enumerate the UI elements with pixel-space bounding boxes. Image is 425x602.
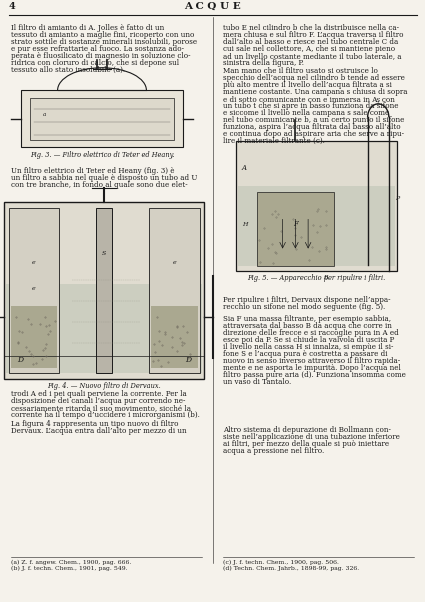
Text: un tubo t che si apre in basso funziona da sifone: un tubo t che si apre in basso funziona … bbox=[223, 102, 399, 110]
Text: Sia F una massa filtrante, per esempio sabbia,: Sia F una massa filtrante, per esempio s… bbox=[223, 315, 391, 323]
Text: 4: 4 bbox=[8, 2, 15, 11]
Text: tubo E nel cilindro b che la distribuisce nella ca-: tubo E nel cilindro b che la distribuisc… bbox=[223, 24, 399, 32]
Text: recchio un sifone nel modo seguente (fig. 5).: recchio un sifone nel modo seguente (fig… bbox=[223, 303, 385, 311]
Text: strato sottile di sostanze minerali insolubili, porose: strato sottile di sostanze minerali inso… bbox=[11, 38, 197, 46]
Text: con tre branche, in fondo al quale sono due elet-: con tre branche, in fondo al quale sono … bbox=[11, 181, 187, 189]
Text: (d) Techn. Chem. Jahrb., 1898-99, pag. 326.: (d) Techn. Chem. Jahrb., 1898-99, pag. 3… bbox=[223, 565, 360, 571]
Text: F: F bbox=[293, 220, 298, 228]
FancyBboxPatch shape bbox=[257, 192, 334, 266]
Text: lire il materiale filtrante (c).: lire il materiale filtrante (c). bbox=[223, 137, 325, 144]
Text: B: B bbox=[323, 275, 327, 280]
Text: direzione delle frecce e si raccoglie pura in A ed: direzione delle frecce e si raccoglie pu… bbox=[223, 329, 399, 337]
Text: Altro sistema di depurazione di Bollmann con-: Altro sistema di depurazione di Bollmann… bbox=[223, 426, 391, 434]
Text: Il filtro di amianto di A. Jolles è fatto di un: Il filtro di amianto di A. Jolles è fatt… bbox=[11, 24, 164, 32]
FancyBboxPatch shape bbox=[6, 285, 202, 373]
Text: Man mano che il filtro usato si ostruisce lo: Man mano che il filtro usato si ostruisc… bbox=[223, 67, 378, 75]
Text: (c) J. f. techn. Chem., 1900, pag. 506.: (c) J. f. techn. Chem., 1900, pag. 506. bbox=[223, 559, 339, 565]
Text: cui sale nel collettore, A, che si mantiene pieno: cui sale nel collettore, A, che si manti… bbox=[223, 45, 395, 53]
Text: acqua a pressione nel filtro.: acqua a pressione nel filtro. bbox=[223, 447, 324, 455]
Text: P: P bbox=[395, 196, 399, 200]
Text: mantiene costante. Una campana s chiusa di sopra: mantiene costante. Una campana s chiusa … bbox=[223, 88, 408, 96]
Text: un vaso di Tantalo.: un vaso di Tantalo. bbox=[223, 378, 292, 386]
Text: Un filtro elettrico di Teter ed Heany (fig. 3) è: Un filtro elettrico di Teter ed Heany (f… bbox=[11, 167, 174, 175]
Text: fone S e l’acqua pura è costretta a passare di: fone S e l’acqua pura è costretta a pass… bbox=[223, 350, 388, 358]
Text: (b) J. f. techn. Chem., 1901, pag. 549.: (b) J. f. techn. Chem., 1901, pag. 549. bbox=[11, 565, 127, 571]
Text: funziona, aspira l’acqua filtrata dal basso all’alto: funziona, aspira l’acqua filtrata dal ba… bbox=[223, 123, 401, 131]
Text: Dervaux. L’acqua entra dall’alto per mezzo di un: Dervaux. L’acqua entra dall’alto per mez… bbox=[11, 426, 186, 435]
Text: e: e bbox=[32, 260, 36, 265]
Text: ai filtri, per mezzo della quale si può iniettare: ai filtri, per mezzo della quale si può … bbox=[223, 440, 389, 448]
Text: ad un livello costante mediante il tubo laterale, a: ad un livello costante mediante il tubo … bbox=[223, 52, 402, 60]
Text: mera chiusa e sul filtro F. L’acqua traversa il filtro: mera chiusa e sul filtro F. L’acqua trav… bbox=[223, 31, 404, 39]
Text: nuovo in senso inverso attraverso il filtro rapida-: nuovo in senso inverso attraverso il fil… bbox=[223, 357, 400, 365]
Text: perata è fluosilicato di magnesio in soluzione clo-: perata è fluosilicato di magnesio in sol… bbox=[11, 52, 190, 60]
Text: D: D bbox=[185, 356, 191, 364]
Text: D: D bbox=[17, 356, 23, 364]
Text: più alto mentre il livello dell’acqua filtrata a si: più alto mentre il livello dell’acqua fi… bbox=[223, 81, 392, 89]
Text: Per ripulire i filtri, Dervaux dispone nell’appa-: Per ripulire i filtri, Dervaux dispone n… bbox=[223, 296, 391, 304]
Text: (a) Z. f. angew. Chem., 1900, pag. 666.: (a) Z. f. angew. Chem., 1900, pag. 666. bbox=[11, 559, 131, 565]
Text: esce poi da P. Se si chiude la valvola di uscita P: esce poi da P. Se si chiude la valvola d… bbox=[223, 336, 394, 344]
Text: filtro passa pure aria (d). Funziona insomma come: filtro passa pure aria (d). Funziona ins… bbox=[223, 371, 406, 379]
Text: attraversata dal basso B da acqua che corre in: attraversata dal basso B da acqua che co… bbox=[223, 323, 392, 330]
FancyBboxPatch shape bbox=[238, 186, 395, 266]
FancyBboxPatch shape bbox=[149, 208, 200, 373]
Text: e siccome il livello nella campana s sale come: e siccome il livello nella campana s sal… bbox=[223, 109, 389, 117]
Text: A C Q U E: A C Q U E bbox=[184, 2, 241, 11]
Text: e di sotto comunicante con e immersa in A, con: e di sotto comunicante con e immersa in … bbox=[223, 95, 395, 103]
FancyBboxPatch shape bbox=[11, 305, 57, 368]
Text: a: a bbox=[42, 112, 46, 117]
Text: nel tubo comunicante b, a un certo punto il sifone: nel tubo comunicante b, a un certo punto… bbox=[223, 116, 405, 124]
Text: corrente ha il tempo d’uccidere i microrganismi (b).: corrente ha il tempo d’uccidere i micror… bbox=[11, 411, 199, 419]
Text: La figura 4 rappresenta un tipo nuovo di filtro: La figura 4 rappresenta un tipo nuovo di… bbox=[11, 420, 178, 427]
Text: A: A bbox=[242, 164, 247, 172]
Text: cessariamente ritarda il suo movimento, sicché la: cessariamente ritarda il suo movimento, … bbox=[11, 404, 191, 412]
Text: e continua dopo ad aspirare aria che serve a ripu-: e continua dopo ad aspirare aria che ser… bbox=[223, 129, 404, 138]
Text: S: S bbox=[376, 98, 380, 104]
FancyBboxPatch shape bbox=[96, 208, 112, 373]
FancyBboxPatch shape bbox=[21, 90, 183, 147]
Text: siste nell’applicazione di una tubazione inferiore: siste nell’applicazione di una tubazione… bbox=[223, 433, 400, 441]
Text: tessuto allo stato insolubile (a).: tessuto allo stato insolubile (a). bbox=[11, 66, 125, 73]
Text: Fig. 3. — Filtro elettrico di Teter ed Heany.: Fig. 3. — Filtro elettrico di Teter ed H… bbox=[30, 151, 174, 159]
Text: e: e bbox=[32, 287, 36, 291]
Text: il livello nella cassa H si innalza, si empùe il si-: il livello nella cassa H si innalza, si … bbox=[223, 343, 394, 351]
Text: disposizione dei canali l’acqua pur correndo ne-: disposizione dei canali l’acqua pur corr… bbox=[11, 397, 185, 405]
Text: dall’alto al basso e riesce nel tubo centrale C da: dall’alto al basso e riesce nel tubo cen… bbox=[223, 38, 398, 46]
FancyBboxPatch shape bbox=[151, 305, 198, 368]
FancyBboxPatch shape bbox=[8, 208, 60, 373]
Text: Fig. 5. — Apparecchio per ripulire i filtri.: Fig. 5. — Apparecchio per ripulire i fil… bbox=[247, 274, 386, 282]
Text: Fig. 4. — Nuovo filtro di Dervaux.: Fig. 4. — Nuovo filtro di Dervaux. bbox=[47, 382, 161, 389]
Text: sinistra della figura, P.: sinistra della figura, P. bbox=[223, 58, 304, 67]
Text: ridrica con cloruro di calcio, che si depone sul: ridrica con cloruro di calcio, che si de… bbox=[11, 58, 179, 67]
Text: S: S bbox=[102, 251, 106, 256]
Text: e: e bbox=[173, 260, 176, 265]
Text: specchio dell’acqua nel cilindro b tende ad essere: specchio dell’acqua nel cilindro b tende… bbox=[223, 74, 405, 82]
Text: un filtro a sabbia nel quale è disposto un tubo ad U: un filtro a sabbia nel quale è disposto … bbox=[11, 175, 197, 182]
Text: H: H bbox=[242, 222, 247, 226]
FancyBboxPatch shape bbox=[236, 141, 397, 271]
Text: trodi A ed i pei quali perviene la corrente. Per la: trodi A ed i pei quali perviene la corre… bbox=[11, 390, 187, 398]
FancyBboxPatch shape bbox=[4, 202, 204, 379]
Text: e pur esse refrattarie al fuoco. La sostanza ado-: e pur esse refrattarie al fuoco. La sost… bbox=[11, 45, 184, 53]
Text: mente e ne asporta le impurità. Dopo l’acqua nel: mente e ne asporta le impurità. Dopo l’a… bbox=[223, 364, 401, 372]
Text: tessuto di amianto a maglie fini, ricoperto con uno: tessuto di amianto a maglie fini, ricope… bbox=[11, 31, 194, 39]
FancyBboxPatch shape bbox=[30, 98, 174, 140]
